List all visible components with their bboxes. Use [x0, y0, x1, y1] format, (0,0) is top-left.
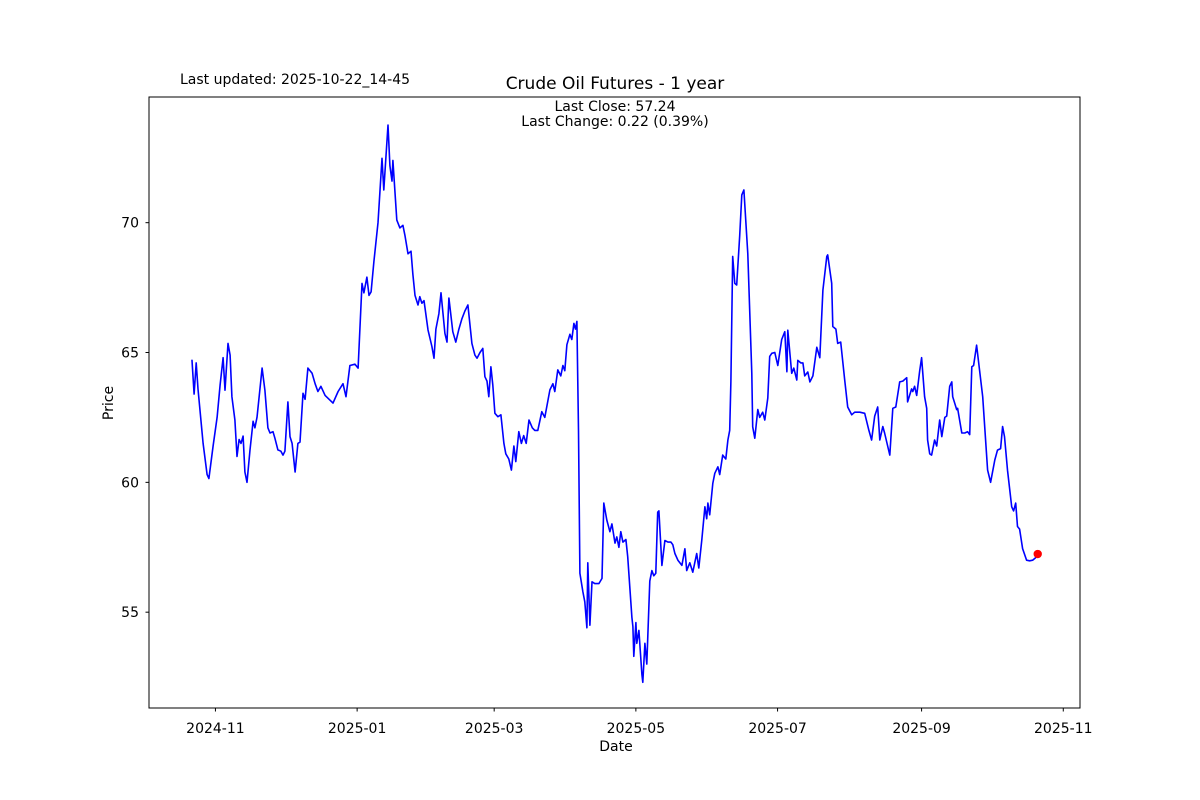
- x-tick-label: 2025-09: [892, 721, 951, 737]
- last-close-marker: [1033, 549, 1042, 559]
- x-tick-label: 2025-05: [607, 721, 666, 737]
- x-tick-label: 2025-07: [748, 721, 807, 737]
- plot-area: 2024-11 2025-01 2025-03 2025-05 2025-07 2025-…: [121, 96, 1093, 737]
- y-tick-label: 65: [121, 346, 139, 362]
- x-tick-label: 2025-03: [465, 721, 524, 737]
- x-axis-label: Date: [599, 739, 632, 755]
- price-line: [191, 124, 1039, 684]
- plot-frame: [148, 96, 1081, 709]
- y-axis-label: Price: [101, 386, 117, 420]
- x-tick-label: 2025-11: [1034, 721, 1093, 737]
- y-tick-label: 55: [121, 605, 139, 621]
- y-tick-label: 70: [121, 216, 139, 232]
- y-tick-label: 60: [121, 475, 139, 491]
- last-updated-label: Last updated: 2025-10-22_14-45: [180, 72, 410, 88]
- annotation-last-change: Last Change: 0.22 (0.39%): [521, 114, 708, 130]
- annotation-last-close: Last Close: 57.24: [555, 99, 676, 115]
- x-tick-label: 2024-11: [186, 721, 245, 737]
- x-tick-label: 2025-01: [328, 721, 387, 737]
- chart-title: Crude Oil Futures - 1 year: [506, 74, 725, 94]
